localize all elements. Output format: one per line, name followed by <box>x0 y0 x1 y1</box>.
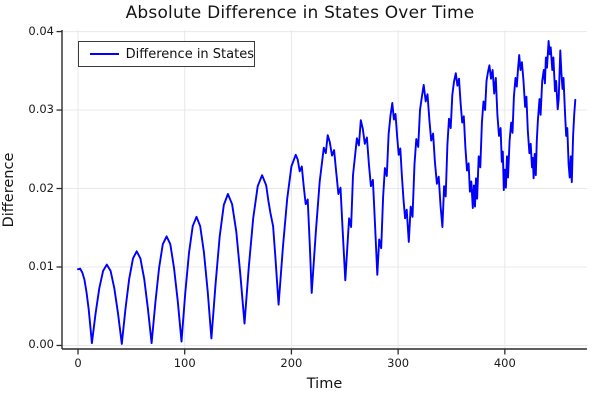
legend-line-sample <box>90 53 119 55</box>
chart-title: Absolute Difference in States Over Time <box>125 3 475 23</box>
y-tick-label: 0.03 <box>28 102 54 117</box>
y-tick-label: 0.04 <box>28 23 54 38</box>
y-tick-label: 0.00 <box>28 337 54 352</box>
x-tick-label: 200 <box>280 356 303 370</box>
x-tick-label: 100 <box>173 356 196 370</box>
legend: Difference in States <box>78 41 255 67</box>
y-tick-label: 0.01 <box>28 258 54 273</box>
y-tick-label: 0.02 <box>28 180 54 195</box>
x-axis-label: Time <box>306 376 343 392</box>
legend-label: Difference in States <box>125 46 254 62</box>
difference-line <box>77 40 577 345</box>
x-tick-label: 300 <box>387 356 410 370</box>
x-tick-label: 400 <box>493 356 516 370</box>
x-tick-label: 0 <box>74 356 82 370</box>
